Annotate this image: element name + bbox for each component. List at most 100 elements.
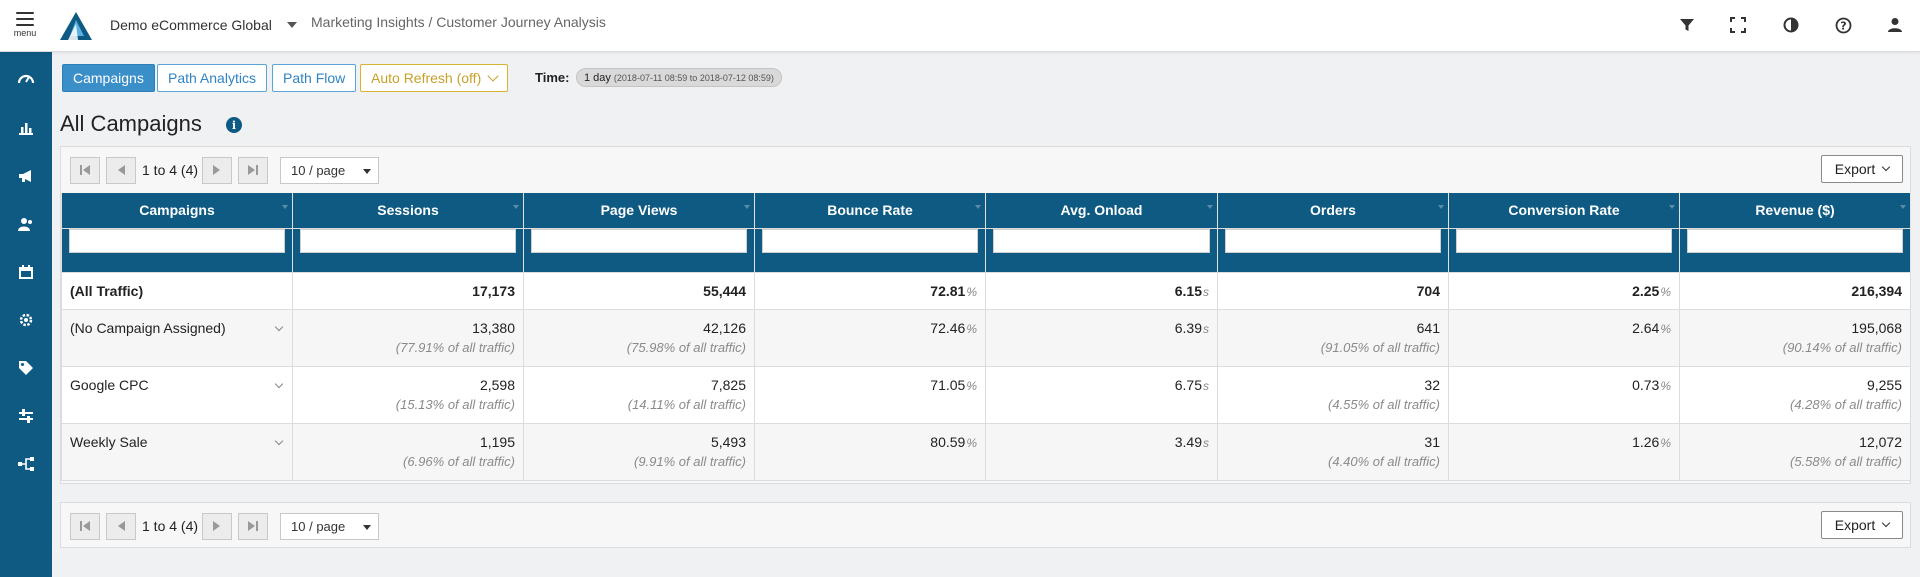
- expand-chevron-icon[interactable]: [274, 322, 284, 331]
- seconds-unit: s: [1203, 378, 1209, 393]
- table-row[interactable]: Google CPC 2,598 (15.13% of all traffic) …: [61, 365, 1911, 424]
- hamburger-icon: [16, 12, 34, 26]
- chevron-down-icon: [1881, 518, 1891, 528]
- bounce-rate-cell: 80.59%: [754, 422, 986, 481]
- sidebar-item-flows[interactable]: [0, 444, 52, 484]
- revenue-cell: 195,068 (90.14% of all traffic): [1679, 308, 1911, 367]
- bounce-rate-filter-input[interactable]: [762, 228, 978, 253]
- user-icon[interactable]: [1884, 14, 1906, 36]
- path-flow-tab-button[interactable]: Path Flow: [272, 64, 357, 92]
- percent-unit: %: [966, 378, 977, 393]
- column-header-sessions[interactable]: Sessions: [292, 193, 524, 228]
- export-button[interactable]: Export: [1821, 155, 1903, 183]
- filter-icon[interactable]: [1676, 14, 1698, 36]
- first-page-button[interactable]: [70, 156, 100, 184]
- breadcrumb: Marketing Insights / Customer Journey An…: [311, 14, 606, 30]
- sidebar-item-marketing[interactable]: [0, 156, 52, 196]
- column-header-conversion-rate[interactable]: Conversion Rate: [1448, 193, 1680, 228]
- page-size-value: 10 / page: [291, 518, 346, 534]
- sidebar-item-configuration[interactable]: [0, 396, 52, 436]
- campaigns-tab-button[interactable]: Campaigns: [62, 64, 155, 92]
- sliders-icon: [19, 409, 33, 423]
- campaign-name: Weekly Sale: [70, 433, 148, 450]
- page-views-value: 5,493: [710, 433, 746, 450]
- contrast-icon[interactable]: [1780, 14, 1802, 36]
- percent-unit: %: [1660, 378, 1671, 393]
- prev-page-icon: [118, 521, 125, 531]
- column-header-avg-onload[interactable]: Avg. Onload: [985, 193, 1218, 228]
- export-button[interactable]: Export: [1821, 511, 1903, 539]
- time-range-value: 1 day: [584, 71, 611, 84]
- time-range-pill[interactable]: 1 day (2018-07-11 08:59 to 2018-07-12 08…: [576, 68, 782, 87]
- export-label: Export: [1834, 517, 1876, 533]
- org-dropdown-caret-icon[interactable]: [287, 22, 297, 28]
- page-size-select[interactable]: 10 / page: [280, 512, 380, 540]
- avg-onload-filter-input[interactable]: [993, 228, 1210, 253]
- dropdown-caret-icon: [363, 168, 372, 174]
- page-size-select[interactable]: 10 / page: [280, 156, 380, 184]
- sidebar-item-settings[interactable]: [0, 300, 52, 340]
- tag-icon: [19, 361, 33, 375]
- onload-cell: 3.49s: [985, 422, 1218, 481]
- sidebar-item-tags[interactable]: [0, 348, 52, 388]
- menu-button[interactable]: menu: [10, 12, 40, 46]
- sidebar-item-calendar[interactable]: [0, 252, 52, 292]
- prev-page-button[interactable]: [106, 156, 136, 184]
- expand-chevron-icon[interactable]: [274, 379, 284, 388]
- percent-unit: %: [1660, 321, 1671, 336]
- table-row[interactable]: (No Campaign Assigned) 13,380 (77.91% of …: [61, 308, 1911, 367]
- sidebar-item-reports[interactable]: [0, 108, 52, 148]
- orders-value: 32: [1424, 376, 1440, 393]
- orders-filter-input[interactable]: [1225, 228, 1441, 253]
- next-page-button[interactable]: [202, 512, 233, 540]
- revenue-cell: 12,072 (5.58% of all traffic): [1679, 422, 1911, 481]
- sort-icon: [1438, 205, 1444, 209]
- auto-refresh-dropdown[interactable]: Auto Refresh (off): [360, 64, 509, 92]
- expand-chevron-icon[interactable]: [274, 436, 284, 445]
- organization-name[interactable]: Demo eCommerce Global: [110, 17, 272, 33]
- calendar-icon: [19, 264, 33, 279]
- users-icon: [18, 218, 32, 231]
- fullscreen-icon[interactable]: [1727, 14, 1749, 36]
- campaigns-filter-input[interactable]: [69, 228, 285, 253]
- pager-range: 1 to 4 (4): [142, 162, 199, 178]
- sessions-filter-input[interactable]: [300, 228, 516, 253]
- revenue-share: (4.28% of all traffic): [1790, 396, 1902, 412]
- column-header-label: Avg. Onload: [1060, 202, 1143, 219]
- last-page-button[interactable]: [238, 512, 269, 540]
- prev-page-button[interactable]: [106, 512, 136, 540]
- info-icon[interactable]: i: [226, 117, 242, 133]
- first-page-button[interactable]: [70, 512, 100, 540]
- column-header-bounce-rate[interactable]: Bounce Rate: [754, 193, 986, 228]
- column-header-orders[interactable]: Orders: [1217, 193, 1449, 228]
- orders-cell: 641 (91.05% of all traffic): [1217, 308, 1449, 367]
- revenue-filter-input[interactable]: [1687, 228, 1903, 253]
- path-analytics-tab-button[interactable]: Path Analytics: [157, 64, 267, 92]
- campaign-name: Google CPC: [70, 376, 149, 393]
- next-page-button[interactable]: [202, 156, 233, 184]
- settings-icon: [19, 313, 33, 327]
- page-views-filter-input[interactable]: [531, 228, 747, 253]
- page-views-value: 7,825: [710, 376, 746, 393]
- column-header-page-views[interactable]: Page Views: [523, 193, 755, 228]
- next-page-icon: [213, 521, 221, 531]
- help-icon[interactable]: ?: [1832, 14, 1854, 36]
- last-page-button[interactable]: [238, 156, 269, 184]
- revenue-value: 12,072: [1859, 433, 1902, 450]
- sidebar-item-dashboard[interactable]: [0, 58, 52, 98]
- next-page-icon: [213, 165, 221, 175]
- column-header-revenue[interactable]: Revenue ($): [1679, 193, 1911, 228]
- conversion-value: 1.26: [1632, 433, 1660, 450]
- sidebar-item-users[interactable]: [0, 204, 52, 244]
- table-row[interactable]: Weekly Sale 1,195 (6.96% of all traffic) …: [61, 422, 1911, 481]
- sessions-cell: 1,195 (6.96% of all traffic): [292, 422, 524, 481]
- conversion-rate-filter-input[interactable]: [1456, 228, 1672, 253]
- bounce-rate-value: 80.59: [930, 433, 966, 450]
- company-logo[interactable]: [58, 10, 94, 42]
- page-views-share: (14.11% of all traffic): [627, 396, 746, 412]
- sessions-share: (77.91% of all traffic): [395, 339, 515, 355]
- column-header-campaigns[interactable]: Campaigns: [61, 193, 293, 228]
- top-bar: menu Demo eCommerce Global Marketing Ins…: [0, 0, 1920, 52]
- revenue-share: (90.14% of all traffic): [1782, 339, 1902, 355]
- filter-cell: [754, 227, 986, 273]
